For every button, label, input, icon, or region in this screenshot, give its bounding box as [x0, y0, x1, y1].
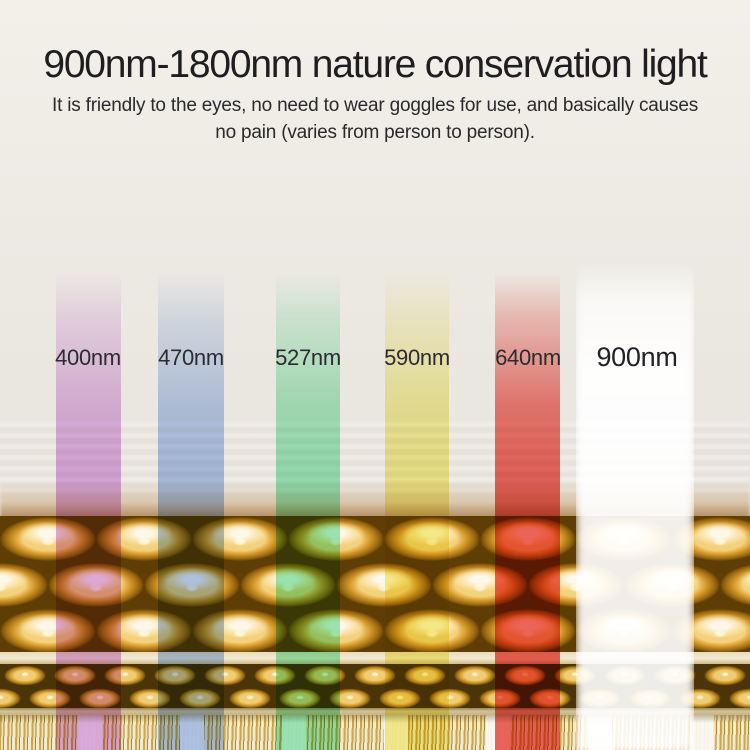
wavelength-label-470nm: 470nm: [158, 345, 224, 370]
banner-title: 900nm-1800nm nature conservation light: [43, 43, 708, 86]
light-beam-470nm: [158, 272, 224, 750]
wavelength-label-640nm: 640nm: [495, 345, 561, 370]
wavelength-label-900nm: 900nm: [596, 342, 678, 372]
light-beam-400nm: [56, 272, 121, 750]
light-beam-900nm: [576, 260, 694, 750]
light-beam-527nm: [276, 272, 340, 750]
banner-subtitle-line1: It is friendly to the eyes, no need to w…: [51, 95, 699, 116]
device-brass-strip: [0, 708, 750, 716]
banner-subtitle-line2: no pain (varies from person to person).: [215, 122, 535, 143]
bristle-shadow: [0, 715, 750, 723]
wavelength-label-527nm: 527nm: [275, 345, 341, 370]
light-beam-590nm: [385, 272, 449, 750]
wavelength-label-590nm: 590nm: [384, 345, 450, 370]
light-beam-640nm: [495, 272, 560, 750]
wavelength-label-400nm: 400nm: [55, 345, 121, 370]
